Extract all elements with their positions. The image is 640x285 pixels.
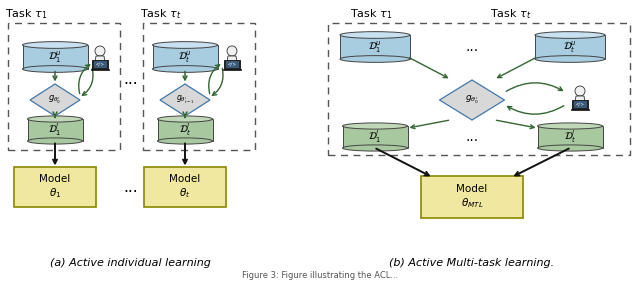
Ellipse shape	[538, 145, 602, 151]
Polygon shape	[95, 56, 105, 62]
Ellipse shape	[28, 116, 83, 122]
Text: Model
$\theta_1$: Model $\theta_1$	[40, 174, 70, 200]
FancyArrowPatch shape	[53, 112, 57, 117]
FancyArrowPatch shape	[515, 148, 569, 175]
Bar	[91, 68, 109, 70]
Text: $\mathcal{D}_1^u$: $\mathcal{D}_1^u$	[48, 49, 62, 65]
Polygon shape	[160, 84, 210, 116]
FancyArrowPatch shape	[212, 68, 223, 95]
Text: $\mathcal{D}_t^l$: $\mathcal{D}_t^l$	[179, 122, 191, 139]
FancyArrowPatch shape	[183, 71, 187, 80]
Text: $g_{\theta_0^{\prime}}$: $g_{\theta_0^{\prime}}$	[49, 94, 61, 106]
Ellipse shape	[157, 116, 212, 122]
Text: ...: ...	[465, 40, 479, 54]
FancyArrowPatch shape	[376, 149, 429, 175]
FancyArrowPatch shape	[506, 83, 563, 91]
Ellipse shape	[342, 145, 408, 151]
Bar	[224, 60, 240, 69]
Bar	[143, 23, 255, 150]
Polygon shape	[575, 96, 585, 102]
Ellipse shape	[342, 123, 408, 129]
FancyArrowPatch shape	[53, 143, 57, 163]
Bar	[92, 60, 108, 69]
Text: $g_{\theta_0^{\prime}}$: $g_{\theta_0^{\prime}}$	[465, 94, 479, 106]
Text: ...: ...	[124, 72, 138, 87]
Text: (a) Active individual learning: (a) Active individual learning	[49, 258, 211, 268]
Text: Model
$\theta_{MTL}$: Model $\theta_{MTL}$	[456, 184, 488, 210]
Bar	[340, 35, 410, 59]
Bar	[152, 45, 218, 69]
Bar	[223, 68, 241, 70]
Ellipse shape	[340, 32, 410, 38]
Ellipse shape	[340, 56, 410, 62]
Ellipse shape	[152, 66, 218, 72]
Text: </>: </>	[96, 62, 104, 67]
Polygon shape	[440, 80, 504, 120]
FancyArrowPatch shape	[183, 112, 187, 117]
Text: (b) Active Multi-task learning.: (b) Active Multi-task learning.	[389, 258, 555, 268]
Polygon shape	[227, 56, 237, 62]
Circle shape	[95, 46, 105, 56]
FancyArrowPatch shape	[79, 65, 90, 94]
Bar	[28, 119, 83, 141]
FancyArrowPatch shape	[183, 143, 187, 163]
Text: $\mathcal{D}_1^l$: $\mathcal{D}_1^l$	[368, 129, 382, 145]
Text: $\mathcal{D}_1^l$: $\mathcal{D}_1^l$	[48, 122, 62, 139]
Bar	[342, 126, 408, 148]
Bar	[538, 126, 602, 148]
Text: Task $\tau_t$: Task $\tau_t$	[140, 7, 181, 21]
FancyArrowPatch shape	[411, 120, 449, 129]
Text: ...: ...	[465, 130, 479, 144]
Text: ...: ...	[124, 180, 138, 194]
Text: $\mathcal{D}_t^l$: $\mathcal{D}_t^l$	[564, 129, 577, 145]
FancyArrowPatch shape	[209, 65, 220, 94]
FancyBboxPatch shape	[14, 167, 96, 207]
Ellipse shape	[22, 66, 88, 72]
FancyArrowPatch shape	[498, 58, 536, 78]
Bar	[573, 101, 586, 108]
Bar	[571, 109, 589, 110]
Text: $\mathcal{D}_t^u$: $\mathcal{D}_t^u$	[563, 39, 577, 55]
FancyArrowPatch shape	[83, 68, 93, 95]
Circle shape	[227, 46, 237, 56]
Ellipse shape	[535, 56, 605, 62]
FancyArrowPatch shape	[53, 71, 57, 80]
Text: </>: </>	[576, 102, 584, 107]
Ellipse shape	[152, 42, 218, 48]
Ellipse shape	[22, 42, 88, 48]
Text: $g_{\theta_{t-1}^{\prime}}$: $g_{\theta_{t-1}^{\prime}}$	[176, 94, 194, 106]
FancyBboxPatch shape	[144, 167, 226, 207]
Text: </>: </>	[228, 62, 236, 67]
FancyArrowPatch shape	[409, 58, 447, 78]
Ellipse shape	[28, 138, 83, 144]
Bar	[535, 35, 605, 59]
Text: Model
$\theta_t$: Model $\theta_t$	[170, 174, 200, 200]
Bar	[93, 61, 106, 68]
Text: $\mathcal{D}_1^u$: $\mathcal{D}_1^u$	[368, 39, 382, 55]
Text: Figure 3: Figure illustrating the ACL...: Figure 3: Figure illustrating the ACL...	[242, 271, 398, 280]
Text: Task $\tau_t$: Task $\tau_t$	[490, 7, 531, 21]
Ellipse shape	[535, 32, 605, 38]
FancyArrowPatch shape	[497, 120, 534, 129]
Polygon shape	[30, 84, 80, 116]
Bar	[328, 23, 630, 155]
Circle shape	[575, 86, 585, 96]
FancyArrowPatch shape	[508, 106, 564, 114]
Bar	[572, 100, 588, 109]
Bar	[8, 23, 120, 150]
Ellipse shape	[538, 123, 602, 129]
Bar	[22, 45, 88, 69]
FancyBboxPatch shape	[421, 176, 523, 218]
Text: Task $\tau_1$: Task $\tau_1$	[5, 7, 47, 21]
Ellipse shape	[157, 138, 212, 144]
Text: $\mathcal{D}_t^u$: $\mathcal{D}_t^u$	[178, 49, 192, 65]
Text: Task $\tau_1$: Task $\tau_1$	[350, 7, 392, 21]
Bar	[225, 61, 239, 68]
Bar	[157, 119, 212, 141]
